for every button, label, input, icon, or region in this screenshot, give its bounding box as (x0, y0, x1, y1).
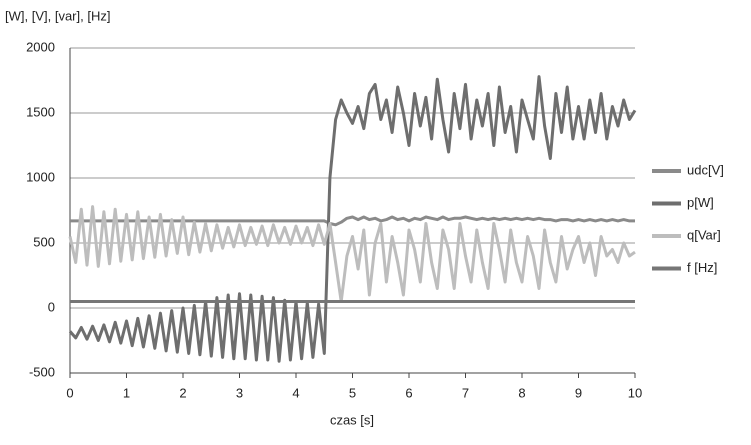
x-tick-label: 4 (292, 385, 299, 400)
y-tick-label: -500 (29, 364, 55, 379)
x-tick-label: 5 (349, 385, 356, 400)
x-tick-label: 7 (462, 385, 469, 400)
legend-label: f [Hz] (687, 260, 717, 275)
series-line (68, 205, 636, 303)
x-tick-label: 0 (66, 385, 73, 400)
x-axis-label: czas [s] (330, 412, 374, 427)
y-tick-label: 1000 (26, 169, 55, 184)
series-line (68, 75, 637, 363)
x-tick-label: 9 (575, 385, 582, 400)
x-tick-label: 2 (179, 385, 186, 400)
series-line (70, 215, 635, 227)
legend-label: udc[V] (687, 162, 724, 177)
x-tick-label: 8 (518, 385, 525, 400)
y-tick-label: 1500 (26, 104, 55, 119)
x-tick-label: 10 (628, 385, 642, 400)
x-tick-label: 3 (236, 385, 243, 400)
legend-label: p[W] (687, 195, 714, 210)
y-axis-label: [W], [V], [var], [Hz] (5, 8, 110, 23)
x-tick-label: 6 (405, 385, 412, 400)
y-tick-label: 2000 (26, 39, 55, 54)
legend-label: q[Var] (687, 227, 721, 242)
y-tick-label: 500 (33, 234, 55, 249)
x-tick-label: 1 (123, 385, 130, 400)
y-tick-label: 0 (48, 299, 55, 314)
